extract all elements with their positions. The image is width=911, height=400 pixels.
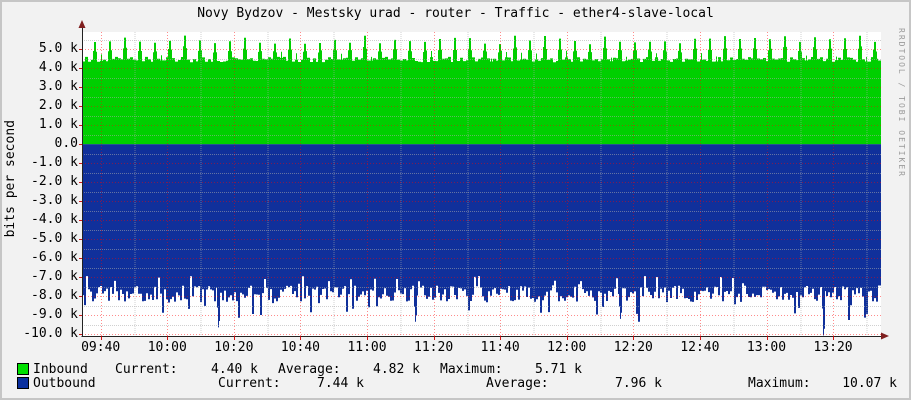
y-tick-label: -5.0 k [31, 231, 78, 247]
outbound-swatch [17, 377, 29, 389]
inbound-current-label: Current: [115, 362, 178, 377]
y-tick-label: 0.0 [54, 136, 78, 152]
x-tick-label: 12:40 [680, 340, 720, 355]
y-tick-label: 2.0 k [38, 98, 78, 114]
inbound-maximum-value: 5.71 k [535, 362, 582, 377]
x-tick-label: 10:00 [147, 340, 187, 355]
inbound-area-series [82, 35, 881, 145]
outbound-current-value: 7.44 k [317, 376, 364, 391]
inbound-maximum-label: Maximum: [440, 362, 503, 377]
y-tick-label: -3.0 k [31, 193, 78, 209]
axes [78, 20, 889, 340]
y-tick-label: 5.0 k [38, 41, 78, 57]
x-tick-label: 13:00 [746, 340, 787, 355]
inbound-swatch [17, 363, 29, 375]
x-tick-label: 11:20 [414, 340, 454, 355]
inbound-current-value: 4.40 k [211, 362, 258, 377]
y-tick-label: 1.0 k [38, 117, 78, 133]
y-tick-label: -9.0 k [31, 307, 78, 323]
x-tick-label: 09:40 [81, 340, 121, 355]
y-tick-label: -10.0 k [23, 326, 78, 342]
graph-title: Novy Bydzov - Mestsky urad - router - Tr… [197, 6, 714, 21]
inbound-average-value: 4.82 k [373, 362, 420, 377]
axis-arrow [78, 20, 86, 28]
outbound-average-label: Average: [486, 376, 549, 391]
x-tick-label: 12:20 [613, 340, 653, 355]
x-tick-label: 10:20 [214, 340, 254, 355]
y-tick-label: -1.0 k [31, 155, 78, 171]
x-tick-label: 11:00 [347, 340, 387, 355]
y-tick-label: -7.0 k [31, 269, 78, 285]
axis-arrow [881, 332, 889, 340]
inbound-average-label: Average: [278, 362, 341, 377]
outbound-legend-label: Outbound [33, 376, 96, 391]
outbound-maximum-label: Maximum: [748, 376, 811, 391]
x-tick-label: 12:00 [547, 340, 587, 355]
outbound-average-value: 7.96 k [615, 376, 662, 391]
y-tick-label: -6.0 k [31, 250, 78, 266]
major-gridlines [82, 32, 881, 336]
rrdtool-watermark: RRDTOOL / TOBI OETIKER [897, 28, 906, 178]
inbound-legend-label: Inbound [33, 362, 88, 377]
minor-gridlines [82, 32, 881, 336]
outbound-current-label: Current: [218, 376, 281, 391]
x-tick-label: 10:40 [280, 340, 320, 355]
y-tick-label: -2.0 k [31, 174, 78, 190]
outbound-area-series [82, 144, 881, 336]
outbound-maximum-value: 10.07 k [842, 376, 897, 391]
y-tick-label: 4.0 k [38, 60, 78, 76]
x-tick-label: 13:20 [813, 340, 853, 355]
y-tick-label: 3.0 k [38, 79, 78, 95]
y-tick-label: -8.0 k [31, 288, 78, 304]
x-tick-label: 11:40 [480, 340, 520, 355]
y-tick-label: -4.0 k [31, 212, 78, 228]
